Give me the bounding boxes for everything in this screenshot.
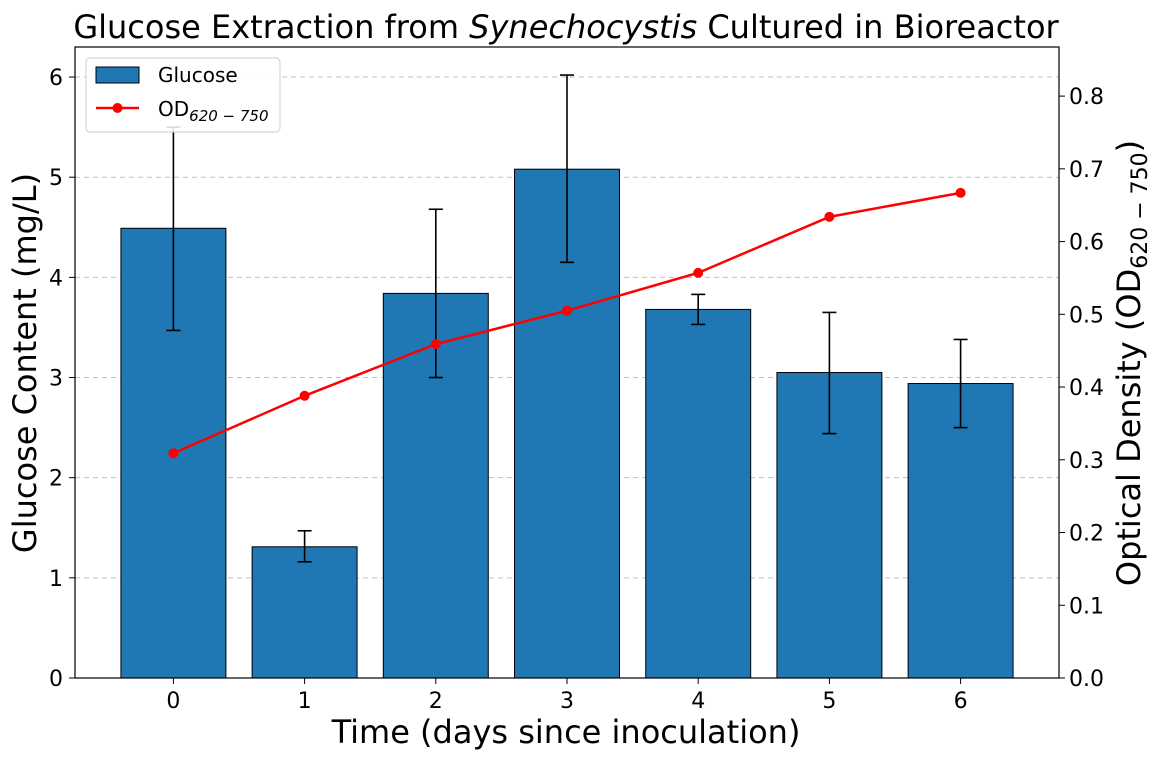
legend-marker-od	[112, 103, 123, 113]
od-point	[693, 267, 704, 278]
x-tick-label: 4	[691, 689, 705, 714]
y-tick-label: 4	[49, 266, 63, 291]
bar	[645, 308, 752, 679]
y-tick-label: 6	[49, 66, 63, 91]
od-point	[299, 390, 310, 401]
x-tick-label: 0	[166, 689, 180, 714]
y2-tick-label: 0.0	[1069, 667, 1104, 692]
y2-tick-label: 0.3	[1069, 449, 1104, 474]
legend-label-glucose: Glucose	[158, 63, 238, 87]
x-tick-label: 2	[429, 689, 443, 714]
od-point	[168, 448, 179, 459]
od-point	[824, 211, 835, 222]
x-axis-label: Time (days since inoculation)	[331, 713, 801, 751]
od-point	[430, 339, 441, 350]
bar	[907, 383, 1014, 679]
chart-title: Glucose Extraction from Synechocystis Cu…	[73, 8, 1059, 46]
y2-tick-label: 0.4	[1069, 376, 1104, 401]
y2-tick-label: 0.1	[1069, 594, 1104, 619]
legend-label-od: OD620 − 750	[158, 97, 269, 125]
x-tick-label: 6	[954, 689, 968, 714]
y2-axis-label: Optical Density (OD620 − 750)	[1110, 140, 1153, 586]
od-point	[955, 187, 966, 198]
x-axis-ticks: 0 1 2 3 4 5 6	[166, 678, 968, 714]
x-tick-label: 1	[298, 689, 312, 714]
legend-swatch-glucose	[95, 66, 140, 84]
line-series-od	[168, 187, 966, 459]
y-tick-label: 5	[49, 166, 63, 191]
od-point	[562, 305, 572, 316]
y-tick-label: 3	[49, 367, 63, 392]
y2-tick-label: 0.7	[1069, 158, 1104, 183]
y2-tick-label: 0.2	[1069, 522, 1104, 547]
y-tick-label: 1	[49, 567, 63, 592]
bar	[251, 546, 358, 679]
y-axis-ticks: 0 1 2 3 4 5 6	[49, 66, 75, 692]
y2-tick-label: 0.8	[1069, 85, 1104, 110]
x-tick-label: 5	[822, 689, 836, 714]
legend: Glucose OD620 − 750	[85, 57, 281, 133]
y2-tick-label: 0.6	[1069, 231, 1104, 256]
y-tick-label: 0	[49, 667, 63, 692]
y-axis-label: Glucose Content (mg/L)	[6, 173, 44, 553]
y2-tick-label: 0.5	[1069, 303, 1104, 328]
x-tick-label: 3	[560, 689, 574, 714]
y2-axis-ticks: 0.0 0.1 0.2 0.3 0.4 0.5 0.6 0.7 0.8	[1059, 85, 1104, 692]
y-tick-label: 2	[49, 467, 63, 492]
